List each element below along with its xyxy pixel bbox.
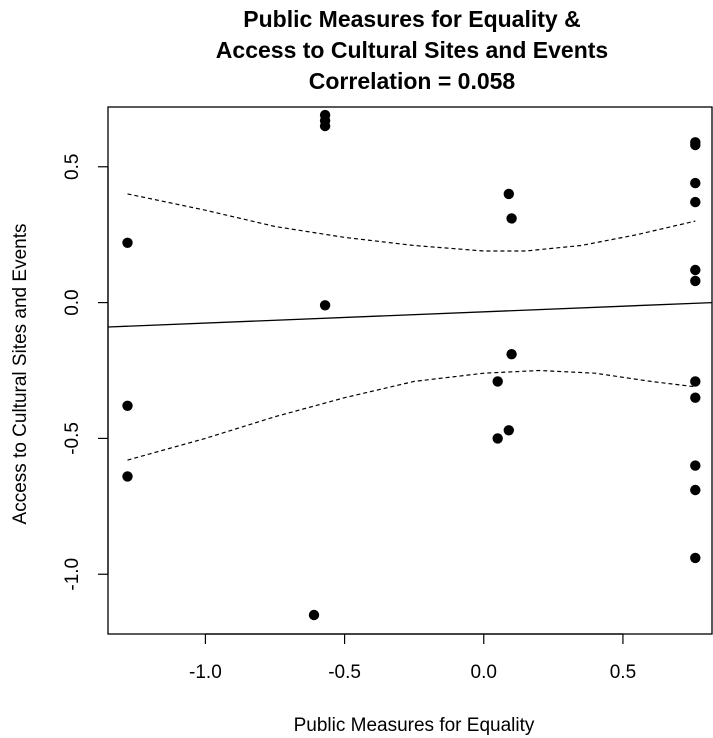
data-point [319, 300, 331, 311]
plot-frame [107, 106, 713, 635]
x-axis-label: Public Measures for Equality [294, 715, 535, 736]
x-tick-label: -1.0 [189, 662, 222, 683]
data-point [690, 196, 701, 208]
data-point [308, 609, 320, 621]
y-tick-label: -0.5 [62, 422, 83, 455]
data-point [122, 237, 133, 248]
data-point [122, 400, 133, 411]
confidence-lower-line [127, 369, 696, 461]
data-point [690, 264, 701, 276]
x-tick-label: 0.5 [610, 662, 636, 683]
y-tick-label: 0.0 [62, 289, 83, 315]
x-tick-label: 0.0 [471, 662, 497, 683]
title-line-3: Correlation = 0.058 [309, 68, 516, 94]
data-point [122, 471, 133, 482]
data-point [690, 177, 701, 189]
data-point [503, 425, 514, 436]
data-point [492, 433, 503, 444]
y-tick-label: -1.0 [62, 558, 83, 591]
data-point [503, 188, 514, 200]
data-point [690, 552, 701, 564]
data-point [506, 213, 517, 224]
data-point [690, 392, 701, 403]
data-point [690, 139, 701, 151]
y-tick-label: 0.5 [62, 154, 83, 180]
y-axis-label: Access to Cultural Sites and Events [10, 224, 31, 525]
confidence-band [127, 193, 696, 461]
data-point [690, 376, 701, 387]
x-axis: -1.0 -0.5 0.0 0.5 [189, 633, 636, 683]
regression-fit [107, 301, 713, 328]
data-point [319, 120, 331, 132]
plot-area [107, 109, 713, 621]
chart-title: Public Measures for Equality & Access to… [216, 6, 608, 94]
data-point [506, 349, 517, 360]
data-point [690, 275, 701, 287]
data-point [492, 376, 503, 387]
data-points [122, 109, 701, 621]
data-point [690, 460, 701, 471]
title-line-2: Access to Cultural Sites and Events [216, 37, 608, 63]
data-point [690, 484, 701, 496]
regression-line [107, 301, 713, 328]
title-line-1: Public Measures for Equality & [243, 6, 580, 32]
x-tick-label: -0.5 [328, 662, 361, 683]
confidence-upper-line [127, 193, 696, 252]
y-axis: -1.0 -0.5 0.0 0.5 [62, 154, 109, 591]
